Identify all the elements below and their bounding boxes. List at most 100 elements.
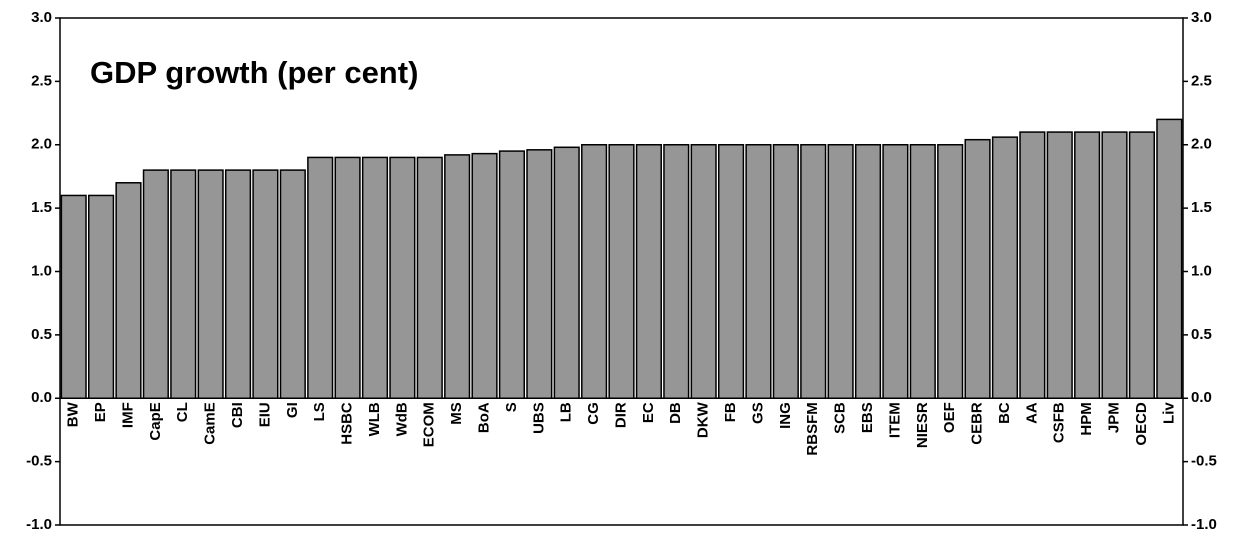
- x-tick-label: DB: [667, 402, 684, 424]
- x-tick-label: HPM: [1078, 402, 1095, 435]
- y-tick-label: 3.0: [31, 9, 52, 26]
- x-tick-label: OEF: [941, 402, 958, 433]
- y-tick-label: 0.5: [31, 326, 52, 343]
- x-tick-label: IMF: [119, 402, 136, 428]
- bar: [1156, 118, 1183, 400]
- x-tick-label: LB: [558, 402, 575, 422]
- bar: [1101, 131, 1128, 399]
- y2-tick-label: 0.5: [1191, 326, 1212, 343]
- bar: [526, 149, 553, 399]
- x-tick-label: EBS: [859, 402, 876, 433]
- y-tick-label: -0.5: [26, 453, 52, 470]
- bar: [937, 144, 964, 399]
- bar: [991, 136, 1019, 400]
- x-tick-label: HSBC: [339, 402, 356, 445]
- x-tick-label: NIESR: [914, 402, 931, 448]
- bar: [800, 144, 827, 399]
- y-tick-label: 2.5: [31, 72, 52, 89]
- bar: [361, 156, 389, 399]
- x-tick-label: DIR: [612, 402, 629, 428]
- y2-tick-label: 2.0: [1191, 136, 1212, 153]
- x-tick-label: CEBR: [969, 402, 986, 445]
- x-tick-label: FB: [722, 402, 739, 422]
- y-tick-label: 2.0: [31, 136, 52, 153]
- y2-tick-label: 1.5: [1191, 199, 1212, 216]
- bar: [717, 144, 745, 399]
- x-tick-label: MS: [448, 402, 465, 425]
- x-tick-label: ITEM: [886, 402, 903, 438]
- bar: [745, 144, 772, 399]
- x-tick-label: ECOM: [421, 402, 438, 447]
- bar: [964, 138, 991, 399]
- bar: [88, 194, 115, 399]
- bar: [224, 169, 252, 399]
- bar: [581, 144, 608, 399]
- x-tick-label: LS: [311, 402, 328, 421]
- bar: [115, 182, 142, 399]
- y2-tick-label: -0.5: [1191, 453, 1217, 470]
- y2-tick-label: 2.5: [1191, 72, 1212, 89]
- y-tick-label: -1.0: [26, 516, 52, 533]
- bar: [307, 156, 334, 399]
- x-tick-label: CG: [585, 402, 602, 425]
- y-tick-label: 1.0: [31, 262, 52, 279]
- bar: [690, 144, 717, 399]
- bar: [60, 194, 87, 399]
- bar: [1019, 131, 1046, 399]
- x-tick-label: OECD: [1133, 402, 1150, 446]
- x-tick-label: CapE: [147, 402, 164, 440]
- bar: [909, 144, 936, 399]
- x-tick-label: CL: [174, 402, 191, 422]
- bar: [663, 144, 690, 399]
- x-tick-label: EP: [92, 402, 109, 422]
- bar: [498, 150, 526, 399]
- bar: [553, 146, 580, 399]
- bar: [827, 144, 854, 399]
- x-tick-label: EC: [640, 402, 657, 423]
- bar: [334, 156, 361, 399]
- y2-tick-label: -1.0: [1191, 516, 1217, 533]
- x-tick-label: ING: [777, 402, 794, 429]
- x-tick-label: JPM: [1105, 402, 1122, 433]
- x-tick-label: CamE: [202, 402, 219, 445]
- bar: [1046, 131, 1073, 399]
- bar: [170, 169, 197, 399]
- y-tick-label: 0.0: [31, 389, 52, 406]
- bar: [142, 169, 169, 399]
- bar: [1128, 131, 1155, 399]
- bar: [444, 154, 471, 399]
- x-tick-label: EIU: [256, 402, 273, 427]
- x-tick-label: BoA: [476, 402, 493, 433]
- y2-tick-label: 0.0: [1191, 389, 1212, 406]
- x-tick-label: S: [503, 402, 520, 412]
- bar: [635, 144, 662, 399]
- x-tick-label: Liv: [1160, 402, 1177, 424]
- x-tick-label: GI: [284, 402, 301, 418]
- bar: [416, 156, 443, 399]
- bar: [882, 144, 909, 399]
- x-tick-label: BC: [996, 402, 1013, 424]
- y2-tick-label: 1.0: [1191, 262, 1212, 279]
- bar: [197, 169, 224, 399]
- bar: [772, 144, 799, 399]
- x-tick-label: WdB: [393, 402, 410, 436]
- x-tick-label: SCB: [832, 402, 849, 434]
- x-tick-label: WLB: [366, 402, 383, 436]
- y2-tick-label: 3.0: [1191, 9, 1212, 26]
- bar: [279, 169, 306, 399]
- x-tick-label: GS: [749, 402, 766, 424]
- bar: [389, 156, 416, 399]
- x-tick-label: CBI: [229, 402, 246, 428]
- bar: [854, 144, 882, 399]
- bar: [252, 169, 279, 399]
- y-tick-label: 1.5: [31, 199, 52, 216]
- x-tick-label: AA: [1023, 402, 1040, 424]
- x-tick-label: BW: [65, 401, 82, 427]
- x-tick-label: UBS: [530, 402, 547, 434]
- bar: [1074, 131, 1101, 399]
- chart-title: GDP growth (per cent): [90, 55, 418, 90]
- bar: [608, 144, 635, 399]
- x-tick-label: RBSFM: [804, 402, 821, 455]
- x-tick-label: DKW: [695, 401, 712, 438]
